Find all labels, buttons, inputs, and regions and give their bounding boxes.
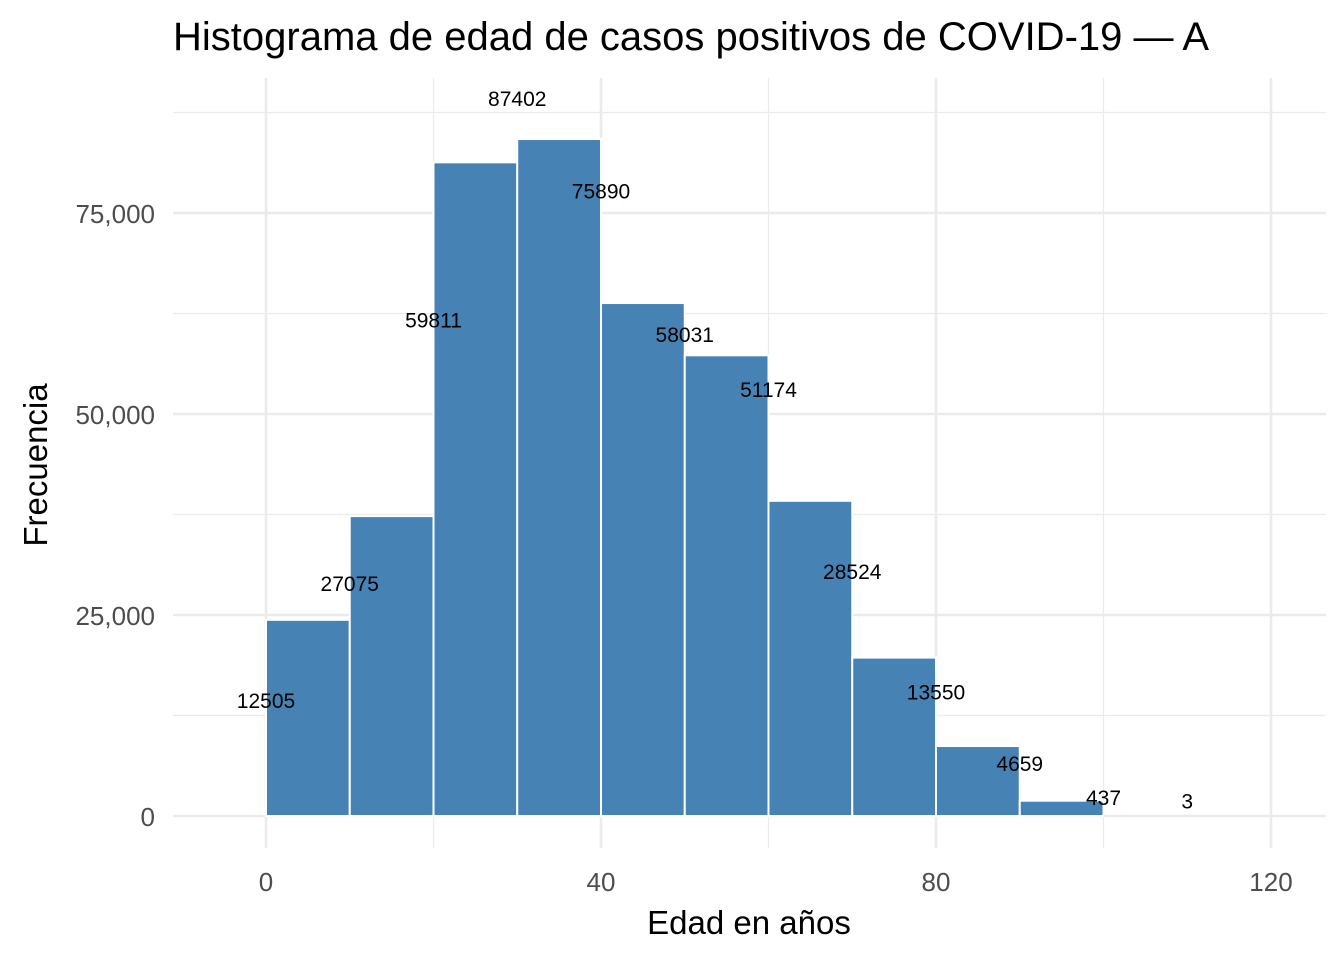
bar-value-label: 59811 <box>405 310 462 333</box>
histogram-bar <box>935 745 1021 817</box>
histogram-bar <box>767 499 854 817</box>
histogram-bar <box>348 515 435 817</box>
histogram-bar <box>851 656 937 817</box>
histogram-bars <box>265 138 1105 818</box>
bar-value-labels: 12505 27075 59811 87402 75890 58031 51174 28524… <box>237 88 1193 814</box>
bar-value-label: 51174 <box>740 379 797 402</box>
bar-value-label: 3 <box>1181 791 1193 814</box>
y-axis-title: Frecuencia <box>17 383 54 547</box>
chart-title: Histograma de edad de casos positivos de… <box>173 15 1209 59</box>
x-tick-label: 120 <box>1249 867 1292 897</box>
y-axis-ticks: 0 25,000 50,000 75,000 <box>75 199 155 832</box>
histogram-bar <box>600 302 686 818</box>
x-axis-title: Edad en años <box>647 904 851 941</box>
bar-value-label: 13550 <box>907 682 965 705</box>
histogram-bar <box>432 161 519 817</box>
x-axis-ticks: 0 40 80 120 <box>259 867 1293 897</box>
bar-value-label: 4659 <box>996 753 1043 776</box>
bar-value-label: 87402 <box>488 88 546 111</box>
y-tick-label: 75,000 <box>75 199 155 229</box>
y-tick-label: 0 <box>141 802 155 832</box>
bar-value-label: 58031 <box>656 324 714 347</box>
x-tick-label: 0 <box>259 867 273 897</box>
histogram-bar <box>265 618 351 817</box>
y-tick-label: 50,000 <box>75 400 155 430</box>
y-tick-label: 25,000 <box>75 601 155 631</box>
bar-value-label: 12505 <box>237 690 295 713</box>
bar-value-label: 27075 <box>321 573 379 596</box>
bar-value-label: 437 <box>1086 787 1121 810</box>
bar-value-label: 28524 <box>823 561 882 584</box>
x-tick-label: 40 <box>587 867 616 897</box>
bar-value-label: 75890 <box>572 180 630 203</box>
histogram-bar <box>683 354 770 817</box>
histogram-bar <box>516 138 602 818</box>
histogram-bar <box>1018 799 1105 817</box>
x-tick-label: 80 <box>922 867 951 897</box>
